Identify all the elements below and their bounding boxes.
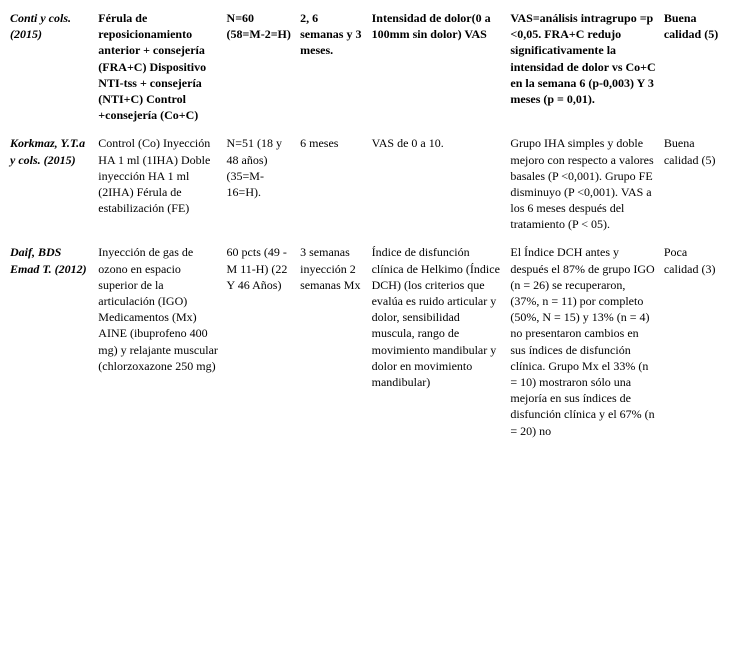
cell-quality: Buena calidad (5)	[660, 129, 723, 238]
cell-outcome: Intensidad de dolor(0 a 100mm sin dolor)…	[368, 4, 507, 129]
cell-author: Korkmaz, Y.T.a y cols. (2015)	[6, 129, 94, 238]
cell-sample: N=51 (18 y 48 años) (35=M-16=H).	[223, 129, 297, 238]
table-row: Conti y cols. (2015)Férula de reposicion…	[6, 4, 723, 129]
cell-results: El Índice DCH antes y después el 87% de …	[506, 238, 659, 444]
cell-intervention: Inyección de gas de ozono en espacio sup…	[94, 238, 222, 444]
cell-sample: 60 pcts (49 -M 11-H) (22 Y 46 Años)	[223, 238, 297, 444]
cell-outcome: Índice de disfunción clínica de Helkimo …	[368, 238, 507, 444]
cell-results: VAS=análisis intragrupo =p <0,05. FRA+C …	[506, 4, 659, 129]
study-table: Conti y cols. (2015)Férula de reposicion…	[6, 4, 723, 445]
cell-quality: Buena calidad (5)	[660, 4, 723, 129]
cell-intervention: Férula de reposicionamiento anterior + c…	[94, 4, 222, 129]
table-row: Korkmaz, Y.T.a y cols. (2015)Control (Co…	[6, 129, 723, 238]
cell-outcome: VAS de 0 a 10.	[368, 129, 507, 238]
cell-intervention: Control (Co) Inyección HA 1 ml (1IHA) Do…	[94, 129, 222, 238]
cell-timepoints: 3 semanas inyección 2 semanas Mx	[296, 238, 367, 444]
page-container: Conti y cols. (2015)Férula de reposicion…	[0, 0, 729, 449]
cell-author: Daif, BDS Emad T. (2012)	[6, 238, 94, 444]
cell-timepoints: 2, 6 semanas y 3 meses.	[296, 4, 367, 129]
cell-quality: Poca calidad (3)	[660, 238, 723, 444]
cell-timepoints: 6 meses	[296, 129, 367, 238]
cell-results: Grupo IHA simples y doble mejoro con res…	[506, 129, 659, 238]
table-row: Daif, BDS Emad T. (2012)Inyección de gas…	[6, 238, 723, 444]
cell-sample: N=60 (58=M-2=H)	[223, 4, 297, 129]
cell-author: Conti y cols. (2015)	[6, 4, 94, 129]
